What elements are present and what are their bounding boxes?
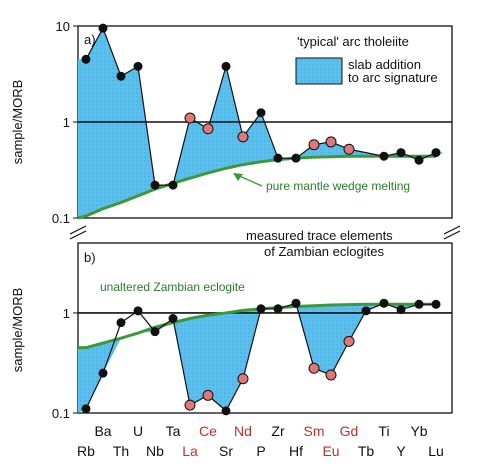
x-tick-label-bottom-Rb: Rb [77,443,95,459]
data-point-b-7 [202,389,214,401]
x-tick-label-top-Nd: Nd [234,423,252,439]
x-tick-label-top-Ti: Ti [378,423,389,439]
panel-label-a: a) [84,32,96,47]
data-point-b-20 [431,299,441,309]
data-point-b-12 [291,298,301,308]
data-point-a-11 [273,153,283,163]
slab-addition-area [78,28,444,218]
panel-frame-b [77,242,453,414]
data-point-a-0 [81,54,91,64]
y-tick-label-a-2: 0.1 [52,211,70,226]
x-tick-label-bottom-Sr: Sr [219,443,233,459]
data-point-a-3 [133,61,143,71]
axis-break-b-1 [443,230,461,240]
annotation-arrow-head-a [233,173,243,181]
panel-label-b: b) [84,250,96,265]
data-point-b-3 [133,306,143,316]
data-point-b-1 [98,368,108,378]
data-point-b-18 [396,305,406,315]
data-point-b-10 [256,304,266,314]
x-tick-label-bottom-Hf: Hf [289,443,303,459]
x-tick-label-top-Gd: Gd [340,423,359,439]
annotation-mantle-melting: pure mantle wedge melting [266,179,410,193]
annotation-unaltered-eclogite: unaltered Zambian eclogite [100,280,245,294]
series-line-unaltered-eclogite [78,302,436,350]
data-point-b-8 [221,406,231,416]
x-tick-label-bottom-Eu: Eu [322,443,339,459]
y-tick-label-b-0: 1 [63,306,70,321]
x-tick-label-bottom-Tb: Tb [358,443,375,459]
data-point-a-7 [202,123,214,135]
series-line-mantle-melting [77,154,436,220]
chart-title-a: 'typical' arc tholeiite [297,34,409,49]
data-point-a-17 [396,148,406,158]
data-point-a-14 [325,136,337,148]
data-point-a-1 [98,23,108,33]
data-point-b-14 [325,369,337,381]
data-point-a-18 [414,155,424,165]
data-point-a-5 [168,180,178,190]
data-point-b-4 [150,327,160,337]
x-tick-label-top-Yb: Yb [410,423,427,439]
data-point-b-13 [308,362,320,374]
series-line-measured-eclogite [85,302,436,412]
x-tick-label-bottom-Lu: Lu [428,443,444,459]
x-tick-label-top-U: U [133,423,143,439]
x-tick-label-bottom-Nb: Nb [146,443,164,459]
depletion-area [78,304,436,413]
legend-label-line1: slab addition [348,57,421,72]
axis-break-a-0 [69,225,87,235]
axis-break-a-1 [443,225,461,235]
y-axis-label-a: sample/MORB [10,80,25,165]
axis-break-b-0 [69,230,87,240]
data-point-a-13 [308,139,320,151]
y-tick-label-a-0: 10 [56,19,70,34]
x-tick-label-top-Ce: Ce [199,423,217,439]
data-point-a-16 [379,151,389,161]
x-tick-label-top-Sm: Sm [304,423,325,439]
data-point-b-2 [116,318,126,328]
legend-swatch [295,57,343,85]
x-tick-label-top-Ta: Ta [166,423,181,439]
data-point-b-9 [237,373,249,385]
series-line-arc-tholeiite [85,26,437,186]
data-point-b-17 [379,298,389,308]
data-point-a-2 [116,71,126,81]
data-point-b-0 [81,404,91,414]
chart-title-b-line1: measured trace elements [246,228,393,243]
y-axis-label-b: sample/MORB [10,288,25,373]
annotation-arrow-shaft-a [236,174,263,187]
chart-title-b-line2: of Zambian eclogites [264,244,384,259]
y-tick-label-b-1: 0.1 [52,406,70,421]
data-point-b-15 [343,335,355,347]
data-point-a-4 [150,180,160,190]
x-tick-label-bottom-P: P [256,443,265,459]
data-point-b-16 [361,306,371,316]
data-point-b-6 [184,399,196,411]
x-tick-label-top-Ba: Ba [94,423,111,439]
x-tick-label-top-Zr: Zr [271,423,285,439]
data-point-a-6 [184,112,196,124]
data-point-b-19 [414,299,424,309]
x-tick-label-bottom-Th: Th [113,443,129,459]
data-point-a-19 [431,148,441,158]
x-tick-label-bottom-La: La [182,443,198,459]
data-point-a-9 [237,131,249,143]
x-tick-label-bottom-Y: Y [396,443,406,459]
data-point-b-11 [273,304,283,314]
legend-label-line2: to arc signature [348,70,438,85]
data-point-a-8 [221,61,231,71]
y-tick-label-a-1: 1 [63,115,70,130]
data-point-a-15 [343,143,355,155]
data-point-a-10 [256,108,266,118]
data-point-b-5 [168,313,178,323]
data-point-a-12 [291,153,301,163]
